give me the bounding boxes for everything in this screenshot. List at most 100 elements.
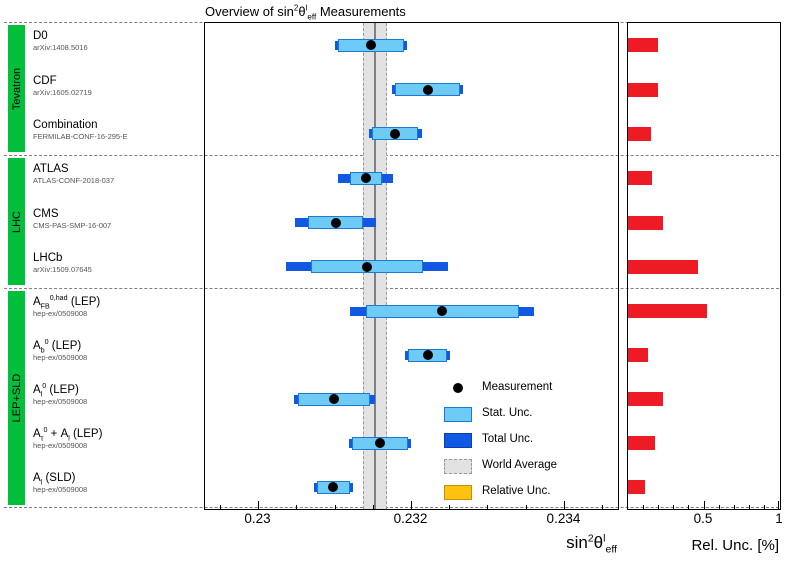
rel-unc-bar: [628, 436, 656, 450]
axis-minor-tick: [219, 505, 221, 509]
experiment-ref: FERMILAB-CONF-16-295-E: [33, 131, 128, 141]
axis-minor-tick: [657, 505, 659, 509]
legend-item-label: World Average: [482, 459, 558, 471]
rel-unc-bar: [628, 126, 651, 141]
axis-minor-tick: [673, 505, 675, 509]
group-bar: [8, 158, 25, 285]
axis-tick-label: 0.234: [546, 511, 581, 526]
experiment-ref: arXiv:1408.5016: [33, 43, 88, 53]
experiment-ref: arXiv:1509.07645: [33, 264, 92, 274]
measurement-marker: [365, 40, 376, 51]
row-label: Aτ0 + Al (LEP) hep-ex/0509008: [33, 426, 103, 450]
row-label: Ab0 (LEP) hep-ex/0509008: [33, 338, 88, 362]
rel-unc-bar: [628, 38, 659, 53]
experiment-name: Aτ0 + Al (LEP): [33, 426, 103, 443]
row-label: Al0 (LEP) hep-ex/0509008: [33, 382, 88, 406]
rel-unc-bar: [628, 82, 659, 97]
group-label: LHC: [10, 210, 23, 233]
legend-item-label: Total Unc.: [482, 433, 534, 445]
experiment-name: CMS: [33, 207, 59, 220]
axis-minor-tick: [688, 505, 690, 509]
axis-minor-tick: [296, 505, 298, 509]
rel-unc-bar: [628, 348, 648, 362]
axis-minor-tick: [525, 505, 527, 509]
experiment-ref: hep-ex/0509008: [33, 485, 88, 494]
axis-minor-tick: [487, 505, 489, 509]
legend-total-swatch-icon: [444, 432, 472, 448]
experiment-name: LHCb: [33, 251, 63, 264]
measurement-marker: [437, 306, 448, 316]
experiment-name: Al0 (LEP): [33, 382, 79, 399]
rel-axis-title: Rel. Unc. [%]: [691, 537, 779, 554]
axis-major-tick: [411, 501, 412, 509]
legend-stat-swatch-icon: [444, 406, 472, 422]
experiment-ref: hep-ex/0509008: [33, 353, 88, 362]
measurement-marker: [422, 350, 433, 360]
axis-tick-label: 1: [775, 511, 783, 526]
experiment-ref: hep-ex/0509008: [33, 441, 88, 450]
experiment-name: ATLAS: [33, 163, 69, 176]
experiment-ref: hep-ex/0509008: [33, 309, 88, 318]
row-label: D0 arXiv:1408.5016: [33, 30, 88, 52]
row-label: AFB0,had (LEP) hep-ex/0509008: [33, 294, 101, 318]
axis-minor-tick: [733, 505, 735, 509]
axis-minor-tick: [718, 505, 720, 509]
group-separator-line: [4, 507, 779, 508]
measurement-marker: [330, 217, 341, 228]
row-label: Combination FERMILAB-CONF-16-295-E: [33, 119, 128, 141]
group-separator-line: [4, 155, 779, 156]
measurement-marker: [329, 394, 340, 404]
group-label: Tevatron: [10, 67, 23, 110]
group-label: LEP+SLD: [10, 373, 23, 423]
axis-minor-tick: [642, 505, 644, 509]
legend-item-label: Stat. Unc.: [482, 407, 533, 419]
axis-tick-label: 0.5: [693, 511, 713, 526]
axis-tick-label: 0.232: [393, 511, 428, 526]
axis-minor-tick: [749, 505, 751, 509]
axis-minor-tick: [372, 505, 374, 509]
axis-minor-tick: [602, 505, 604, 509]
axis-minor-tick: [334, 505, 336, 509]
measurement-marker: [360, 173, 371, 184]
rel-unc-bar: [628, 304, 708, 318]
legend-world-swatch-icon: [444, 458, 472, 474]
rel-unc-bar: [628, 171, 653, 186]
rel-unc-bar: [628, 215, 663, 230]
experiment-name: Ab0 (LEP): [33, 338, 82, 355]
axis-major-tick: [703, 501, 705, 509]
axis-major-tick: [258, 501, 260, 509]
experiment-ref: arXiv:1605.02719: [33, 87, 92, 97]
measurement-marker: [422, 84, 433, 95]
row-label: CDF arXiv:1605.02719: [33, 75, 92, 97]
measurement-marker: [375, 438, 386, 448]
experiment-name: D0: [33, 30, 48, 43]
row-label: ATLAS ATLAS-CONF-2018-037: [33, 163, 114, 185]
rel-unc-panel: [627, 22, 781, 510]
measurement-marker: [390, 128, 401, 139]
experiment-name: Al (SLD): [33, 472, 76, 487]
legend-measurement-dot-icon: [453, 383, 463, 393]
rel-unc-bar: [628, 259, 698, 274]
measurement-marker: [362, 261, 373, 272]
row-label: Al (SLD) hep-ex/0509008: [33, 472, 87, 494]
legend-item-label: Measurement: [482, 381, 553, 393]
axis-minor-tick: [449, 505, 451, 509]
row-label: CMS CMS-PAS-SMP-16-007: [33, 208, 111, 230]
x-axis-title: sin2θleff: [566, 532, 617, 556]
axis-tick-label: 0.23: [244, 511, 271, 526]
row-label: LHCb arXiv:1509.07645: [33, 252, 92, 274]
group-separator-line: [4, 288, 779, 289]
legend-item-label: Relative Unc.: [482, 485, 551, 497]
experiment-ref: ATLAS-CONF-2018-037: [33, 176, 115, 186]
axis-major-tick: [778, 501, 779, 509]
experiment-ref: hep-ex/0509008: [33, 397, 88, 406]
rel-unc-bar: [628, 392, 663, 406]
main-plot-panel: [204, 22, 619, 510]
axis-major-tick: [563, 501, 565, 509]
rel-unc-bar: [628, 480, 645, 494]
experiment-name: AFB0,had (LEP): [33, 294, 101, 311]
legend-rel-swatch-icon: [444, 484, 472, 500]
chart-title: Overview of sin2θleff Measurements: [205, 3, 406, 22]
group-bar: [8, 291, 25, 505]
